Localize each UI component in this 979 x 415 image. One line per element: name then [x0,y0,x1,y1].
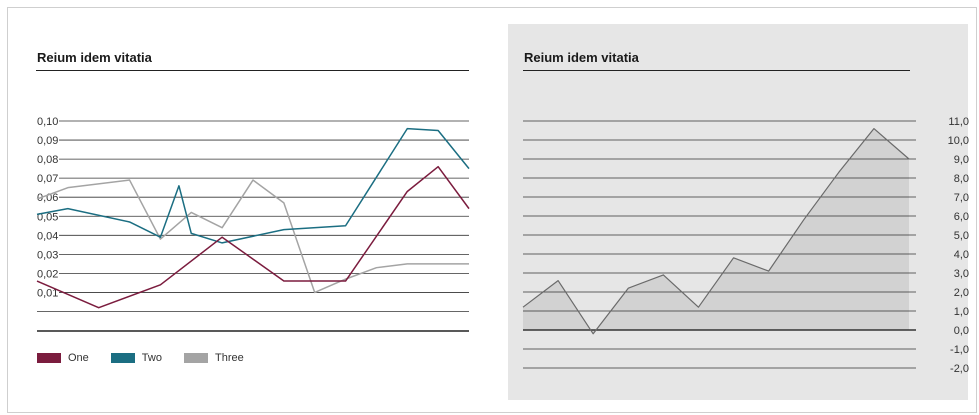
left-y-tick-label: 0,08 [37,154,58,166]
legend-label-three: Three [214,352,244,364]
left-title-rule [36,70,469,71]
legend-item-two: Two [110,352,162,364]
legend-swatch-two [110,353,135,363]
left-y-tick-label: 0,10 [37,116,58,128]
right-y-tick-label: 7,0 [954,192,969,204]
legend-item-three: Three [183,352,244,364]
right-y-tick-label: 5,0 [954,230,969,242]
right-y-tick-label: 3,0 [954,268,969,280]
series-line-one [36,165,470,309]
right-y-tick-label: -1,0 [950,344,969,356]
right-y-tick-label: 2,0 [954,287,969,299]
left-y-tick-label: 0,03 [37,249,58,261]
right-y-tick-label: 1,0 [954,306,969,318]
left-chart-legend: One Two Three [37,352,244,364]
right-y-tick-label: 8,0 [954,173,969,185]
left-y-tick-label: 0,04 [37,230,58,242]
right-y-tick-label: 10,0 [948,135,969,147]
legend-swatch-one [37,353,61,363]
legend-item-one: One [37,352,89,364]
left-y-tick-label: 0,02 [37,268,58,280]
right-area-line [522,128,910,335]
right-y-tick-label: 6,0 [954,211,969,223]
right-title-rule [523,70,910,71]
left-chart-title: Reium idem vitatia [37,50,152,65]
right-y-tick-label: 9,0 [954,154,969,166]
right-area-fill [523,128,909,334]
right-y-tick-label: 4,0 [954,249,969,261]
left-y-tick-label: 0,06 [37,192,58,204]
right-y-tick-label: -2,0 [950,363,969,375]
legend-swatch-three [183,353,208,363]
left-y-tick-label: 0,07 [37,173,58,185]
series-line-two [36,127,470,244]
legend-label-two: Two [141,352,162,364]
right-y-tick-label: 11,0 [948,116,969,128]
left-y-tick-label: 0,01 [37,287,58,299]
left-y-tick-label: 0,09 [37,135,58,147]
left-y-tick-label: 0,05 [37,211,58,223]
series-line-three [36,179,469,294]
right-y-tick-label: 0,0 [954,325,969,337]
legend-label-one: One [68,352,89,364]
right-chart-title: Reium idem vitatia [524,50,639,65]
